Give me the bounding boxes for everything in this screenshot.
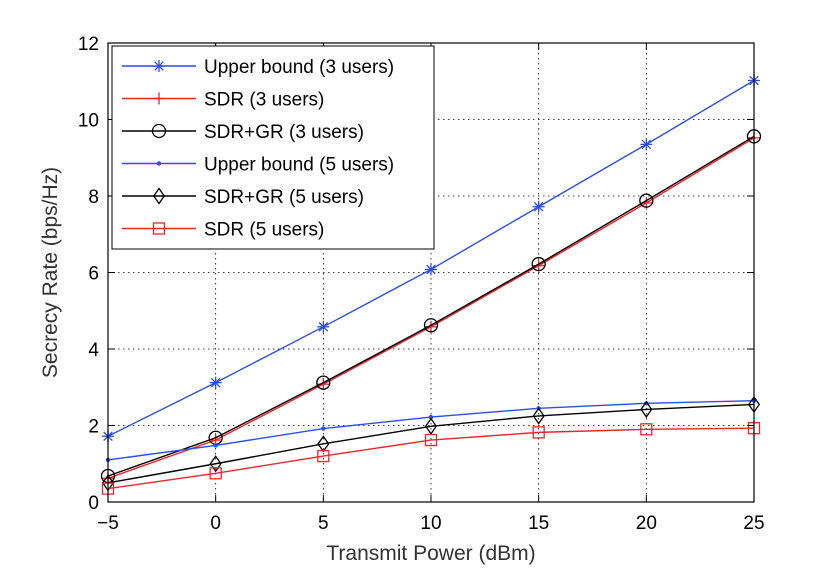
legend-item: Upper bound (3 users) — [122, 57, 394, 78]
series-sdr-5-users — [101, 422, 761, 495]
data-point — [532, 426, 545, 439]
x-tick-label: −5 — [97, 513, 119, 534]
series-line — [107, 403, 755, 484]
data-point — [213, 443, 218, 448]
legend-label: SDR+GR (3 users) — [204, 122, 364, 143]
data-point — [153, 92, 165, 105]
legend-item: Upper bound (5 users) — [122, 155, 394, 176]
legend-box — [111, 45, 435, 250]
data-point — [209, 455, 222, 473]
legend-label: Upper bound (5 users) — [204, 155, 394, 176]
y-tick-label: 4 — [88, 340, 99, 361]
legend-item: SDR+GR (5 users) — [122, 187, 364, 208]
x-tick-label: 20 — [636, 513, 657, 534]
series-line — [107, 427, 755, 490]
y-tick-label: 12 — [78, 34, 99, 55]
y-tick-label: 10 — [78, 111, 99, 132]
data-point — [424, 433, 438, 447]
data-point — [532, 407, 545, 425]
data-point — [317, 435, 330, 453]
data-point — [423, 318, 439, 333]
y-tick-label: 6 — [88, 264, 99, 285]
data-point — [317, 320, 330, 333]
y-tick-label: 0 — [88, 493, 99, 514]
data-point — [151, 123, 167, 139]
y-axis-label: Secrecy Rate (bps/Hz) — [39, 167, 62, 378]
legend: Upper bound (3 users) SDR (3 users) SDR+GR… — [111, 45, 435, 250]
data-point — [640, 423, 653, 436]
legend-label: Upper bound (3 users) — [204, 57, 394, 78]
data-point — [209, 376, 222, 389]
x-tick-label: 0 — [210, 513, 221, 534]
data-point — [316, 375, 331, 390]
data-point — [321, 426, 326, 431]
legend-item: SDR (5 users) — [122, 220, 324, 241]
data-point — [532, 200, 545, 213]
series-layer — [100, 74, 762, 495]
data-point — [156, 161, 162, 166]
data-point — [428, 414, 434, 420]
data-point — [640, 400, 653, 419]
series-upper-bound-5-users — [105, 398, 757, 463]
data-point — [424, 417, 438, 435]
data-point — [152, 187, 166, 205]
y-tick-label: 2 — [88, 417, 99, 438]
x-tick-label: 5 — [318, 513, 329, 534]
data-point — [531, 256, 546, 272]
legend-item: SDR (3 users) — [122, 90, 324, 111]
legend-label: SDR (3 users) — [204, 90, 324, 111]
x-tick-label: 25 — [743, 513, 764, 534]
data-point — [209, 467, 222, 480]
x-tick-label: 10 — [420, 513, 441, 534]
y-tick-label: 8 — [88, 187, 99, 208]
data-point — [640, 138, 653, 151]
data-point — [425, 263, 437, 276]
x-axis-label: Transmit Power (dBm) — [326, 542, 535, 565]
data-point — [317, 449, 330, 463]
x-tick-label: 15 — [528, 513, 549, 534]
legend-item: SDR+GR (3 users) — [122, 122, 364, 143]
data-point — [153, 60, 165, 72]
legend-label: SDR (5 users) — [204, 220, 324, 241]
data-point — [639, 193, 654, 208]
data-point — [152, 222, 166, 235]
legend-label: SDR+GR (5 users) — [204, 187, 364, 208]
series-line — [107, 135, 755, 477]
